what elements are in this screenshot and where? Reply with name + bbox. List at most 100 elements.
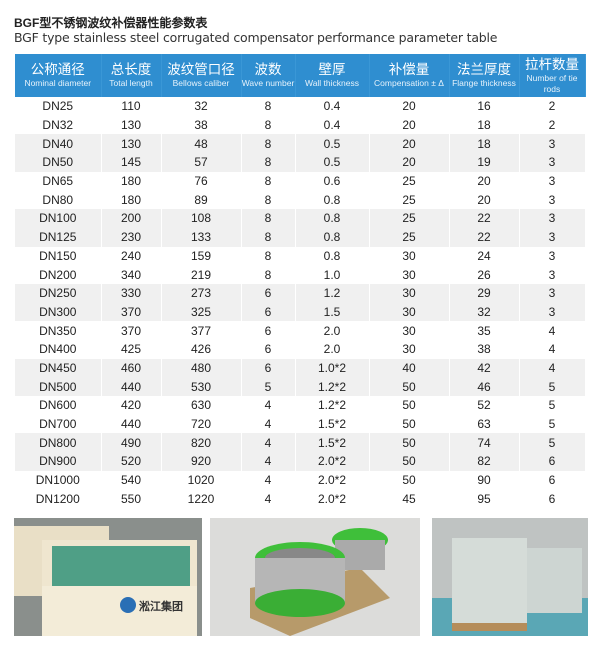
table-cell: 0.5	[295, 153, 370, 172]
table-cell: 1.5*2	[295, 433, 370, 453]
table-cell: 1.2*2	[295, 377, 370, 396]
table-cell: 50	[369, 470, 450, 490]
table-cell: 219	[161, 265, 242, 284]
table-cell: 2.0	[295, 339, 370, 359]
table-row: DN40 130 48 8 0.5 20 18 3	[15, 134, 586, 154]
table-cell: 25	[369, 209, 450, 228]
table-cell: 5	[519, 396, 586, 415]
table-cell: 273	[161, 283, 242, 303]
column-header-en: Flange thickness	[452, 78, 516, 88]
title-en: BGF type stainless steel corrugated comp…	[14, 30, 498, 45]
column-header: 波纹管口径 Bellows caliber	[161, 54, 242, 97]
table-cell: DN500	[15, 377, 102, 396]
table-cell: 6	[241, 283, 296, 303]
table-cell: 370	[101, 321, 162, 340]
table-cell: 20	[369, 115, 450, 135]
table-cell: 25	[369, 190, 450, 210]
table-cell: 159	[161, 246, 242, 266]
column-header: 总长度 Total length	[101, 54, 162, 97]
table-cell: 8	[241, 190, 296, 210]
table-cell: 30	[369, 339, 450, 359]
table-cell: DN400	[15, 339, 102, 359]
table-cell: 1020	[161, 470, 242, 490]
table-cell: DN100	[15, 209, 102, 228]
table-cell: 145	[101, 153, 162, 172]
table-cell: DN250	[15, 283, 102, 303]
table-cell: 3	[519, 302, 586, 322]
photo-logo-text: 淞江集团	[139, 599, 183, 613]
table-cell: 6	[241, 339, 296, 359]
column-header: 法兰厚度 Flange thickness	[449, 54, 520, 97]
table-cell: DN150	[15, 246, 102, 266]
table-cell: DN80	[15, 190, 102, 210]
table-cell: 6	[241, 302, 296, 322]
table-cell: 26	[449, 265, 520, 284]
table-cell: 0.8	[295, 227, 370, 247]
table-row: DN1000 540 1020 4 2.0*2 50 90 6	[15, 470, 586, 490]
table-cell: 1.2	[295, 283, 370, 303]
table-cell: 540	[101, 470, 162, 490]
table-cell: 5	[519, 414, 586, 434]
table-cell: 520	[101, 452, 162, 471]
table-cell: 2.0*2	[295, 489, 370, 509]
table-cell: 45	[369, 489, 450, 509]
photo-compensators	[210, 518, 420, 636]
table-cell: 3	[519, 246, 586, 266]
table-cell: 32	[161, 97, 242, 116]
table-cell: 30	[369, 283, 450, 303]
photo-crates: 淞江集团	[14, 518, 202, 636]
table-cell: 4	[519, 339, 586, 359]
column-header-en: Total length	[109, 78, 153, 88]
table-cell: 46	[449, 377, 520, 396]
table-cell: 8	[241, 171, 296, 191]
table-cell: 420	[101, 396, 162, 415]
column-header-cn: 法兰厚度	[457, 62, 511, 77]
table-cell: DN200	[15, 265, 102, 284]
table-cell: DN600	[15, 396, 102, 415]
table-cell: 3	[519, 153, 586, 172]
table-cell: 30	[369, 265, 450, 284]
table-cell: 8	[241, 134, 296, 154]
table-cell: 20	[449, 190, 520, 210]
table-row: DN800 490 820 4 1.5*2 50 74 5	[15, 433, 586, 453]
table-cell: 3	[519, 190, 586, 210]
table-cell: 76	[161, 171, 242, 191]
column-header-cn: 壁厚	[318, 62, 346, 77]
table-cell: 90	[449, 470, 520, 490]
column-header-en: Wall thickness	[304, 78, 359, 88]
table-cell: 377	[161, 321, 242, 340]
table-cell: DN350	[15, 321, 102, 340]
table-cell: 52	[449, 396, 520, 415]
table-row: DN450 460 480 6 1.0*2 40 42 4	[15, 358, 586, 378]
table-cell: 130	[101, 115, 162, 135]
table-row: DN125 230 133 8 0.8 25 22 3	[15, 227, 586, 247]
table-cell: 42	[449, 358, 520, 378]
table-cell: 5	[519, 433, 586, 453]
table-cell: 1.2*2	[295, 396, 370, 415]
table-cell: DN1200	[15, 489, 102, 509]
table-cell: 330	[101, 283, 162, 303]
table-cell: 3	[519, 227, 586, 247]
table-cell: 4	[519, 321, 586, 340]
table-cell: 3	[519, 283, 586, 303]
table-row: DN300 370 325 6 1.5 30 32 3	[15, 302, 586, 322]
table-cell: 440	[101, 377, 162, 396]
table-cell: DN700	[15, 414, 102, 434]
table-cell: 530	[161, 377, 242, 396]
table-cell: 180	[101, 190, 162, 210]
table-cell: 48	[161, 134, 242, 154]
table-cell: 0.5	[295, 134, 370, 154]
table-row: DN65 180 76 8 0.6 25 20 3	[15, 171, 586, 191]
table-row: DN700 440 720 4 1.5*2 50 63 5	[15, 414, 586, 434]
table-cell: 4	[241, 452, 296, 471]
table-cell: 180	[101, 171, 162, 191]
table-cell: 50	[369, 414, 450, 434]
table-cell: DN125	[15, 227, 102, 247]
table-cell: 1220	[161, 489, 242, 509]
column-header-cn: 公称通径	[30, 62, 85, 77]
table-row: DN500 440 530 5 1.2*2 50 46 5	[15, 377, 586, 396]
table-cell: 38	[161, 115, 242, 135]
table-cell: 108	[161, 209, 242, 228]
column-header-cn: 补偿量	[388, 62, 430, 77]
table-cell: 6	[519, 452, 586, 471]
